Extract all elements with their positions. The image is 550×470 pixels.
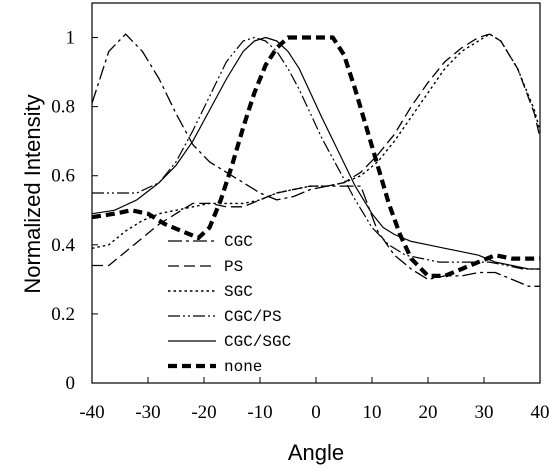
legend-label-2: PS [224, 258, 243, 276]
legend-label-1: CGC [224, 233, 253, 251]
plot-frame [91, 2, 541, 384]
y-tick-label: 1 [66, 28, 76, 49]
x-tick-label: 20 [419, 402, 438, 423]
y-tick-label: 0.4 [51, 235, 75, 256]
series-line-1 [91, 33, 540, 287]
tick-layer: -40 -30 -20 -10 0 10 20 30 40 0 0.2 0.4 0.6 0.8 1 [51, 28, 549, 423]
series-line-6 [91, 35, 540, 278]
x-tick-label: -10 [247, 402, 272, 423]
x-tick-label: 40 [531, 402, 550, 423]
legend-label-3: SGC [224, 283, 253, 301]
x-tick-label: 0 [311, 402, 321, 423]
legend-label-6: none [224, 358, 262, 376]
x-tick-label: -30 [135, 402, 160, 423]
x-tick-label: 30 [475, 402, 494, 423]
series-line-4 [92, 36, 540, 270]
x-tick-label: 10 [363, 402, 382, 423]
y-tick-label: 0 [66, 373, 76, 394]
x-tick-label: -20 [191, 402, 216, 423]
x-axis-title: Angle [288, 440, 344, 465]
y-tick-label: 0.2 [51, 304, 75, 325]
series-line-5 [91, 36, 540, 270]
series-line-3 [91, 33, 541, 249]
legend-label-5: CGC/SGC [224, 333, 291, 351]
y-axis-title: Normalized Intensity [20, 94, 45, 293]
x-tick-label: -40 [79, 402, 104, 423]
series-layer [91, 33, 541, 287]
plot-area: -40 -30 -20 -10 0 10 20 30 40 0 0.2 0.4 0.6 0.8 1 CGC P… [51, 2, 550, 423]
y-tick-label: 0.6 [51, 166, 75, 187]
legend-label-4: CGC/PS [224, 308, 282, 326]
legend: CGC PS SGC CGC/PS CGC/SGC none [168, 233, 291, 376]
y-tick-label: 0.8 [51, 97, 75, 118]
series-line-2 [92, 33, 541, 267]
